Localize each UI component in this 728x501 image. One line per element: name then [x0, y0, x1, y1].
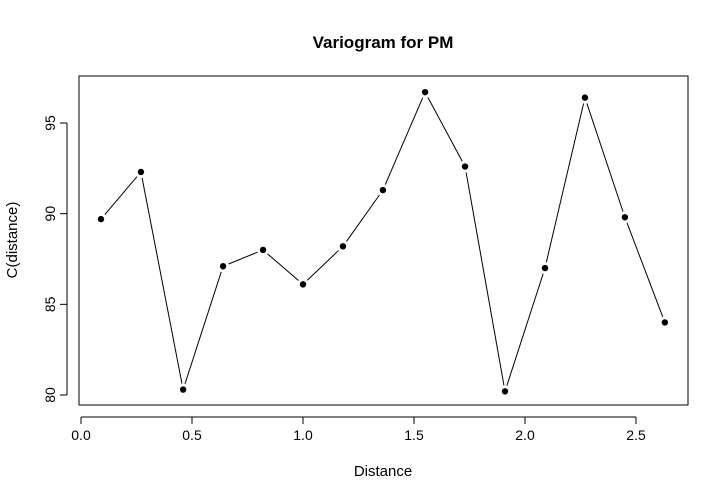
y-tick-label: 90 — [42, 206, 58, 222]
series-line-segment — [184, 271, 222, 385]
data-point — [339, 243, 347, 250]
data-point — [581, 94, 589, 101]
x-tick-label: 1.0 — [293, 427, 313, 443]
plot-frame — [78, 75, 689, 406]
data-point — [461, 163, 469, 170]
data-point — [299, 281, 307, 288]
y-axis: 80 85 90 95 — [42, 115, 68, 403]
y-tick-label: 95 — [42, 115, 58, 131]
data-point — [97, 215, 105, 223]
data-point — [379, 186, 387, 194]
x-tick-label: 0.5 — [182, 427, 202, 443]
x-tick-label: 0.0 — [71, 427, 91, 443]
series-line-segment — [228, 251, 258, 265]
data-point — [179, 386, 187, 393]
data-point — [501, 388, 509, 395]
x-tick-label: 2.5 — [626, 427, 646, 443]
data-series — [97, 88, 669, 395]
data-point — [137, 168, 145, 176]
data-point — [621, 214, 629, 221]
x-tick-label: 1.5 — [404, 427, 424, 443]
data-point — [219, 263, 227, 270]
data-point — [661, 319, 669, 326]
x-tick-label: 2.0 — [515, 427, 535, 443]
y-axis-label: C(distance) — [4, 202, 21, 279]
data-point — [541, 264, 549, 272]
data-point — [259, 246, 267, 254]
data-point — [421, 88, 429, 96]
series-line-segment — [306, 250, 339, 281]
series-line-segment — [626, 222, 664, 318]
x-axis-label: Distance — [354, 463, 412, 480]
series-line-segment — [384, 97, 424, 185]
y-tick-label: 85 — [42, 296, 58, 312]
y-tick-label: 80 — [42, 387, 58, 403]
series-line-segment — [465, 172, 505, 386]
x-axis: 0.0 0.5 1.0 1.5 2.0 2.5 — [71, 416, 646, 443]
series-line-segment — [506, 273, 544, 386]
series-line-segment — [586, 103, 624, 212]
series-line-segment — [427, 97, 463, 162]
series-line-segment — [545, 103, 585, 263]
series-line-segment — [104, 176, 138, 215]
chart-title: Variogram for PM — [313, 33, 454, 52]
series-line-segment — [346, 194, 380, 242]
series-line-segment — [267, 253, 299, 281]
series-line-segment — [141, 177, 183, 384]
